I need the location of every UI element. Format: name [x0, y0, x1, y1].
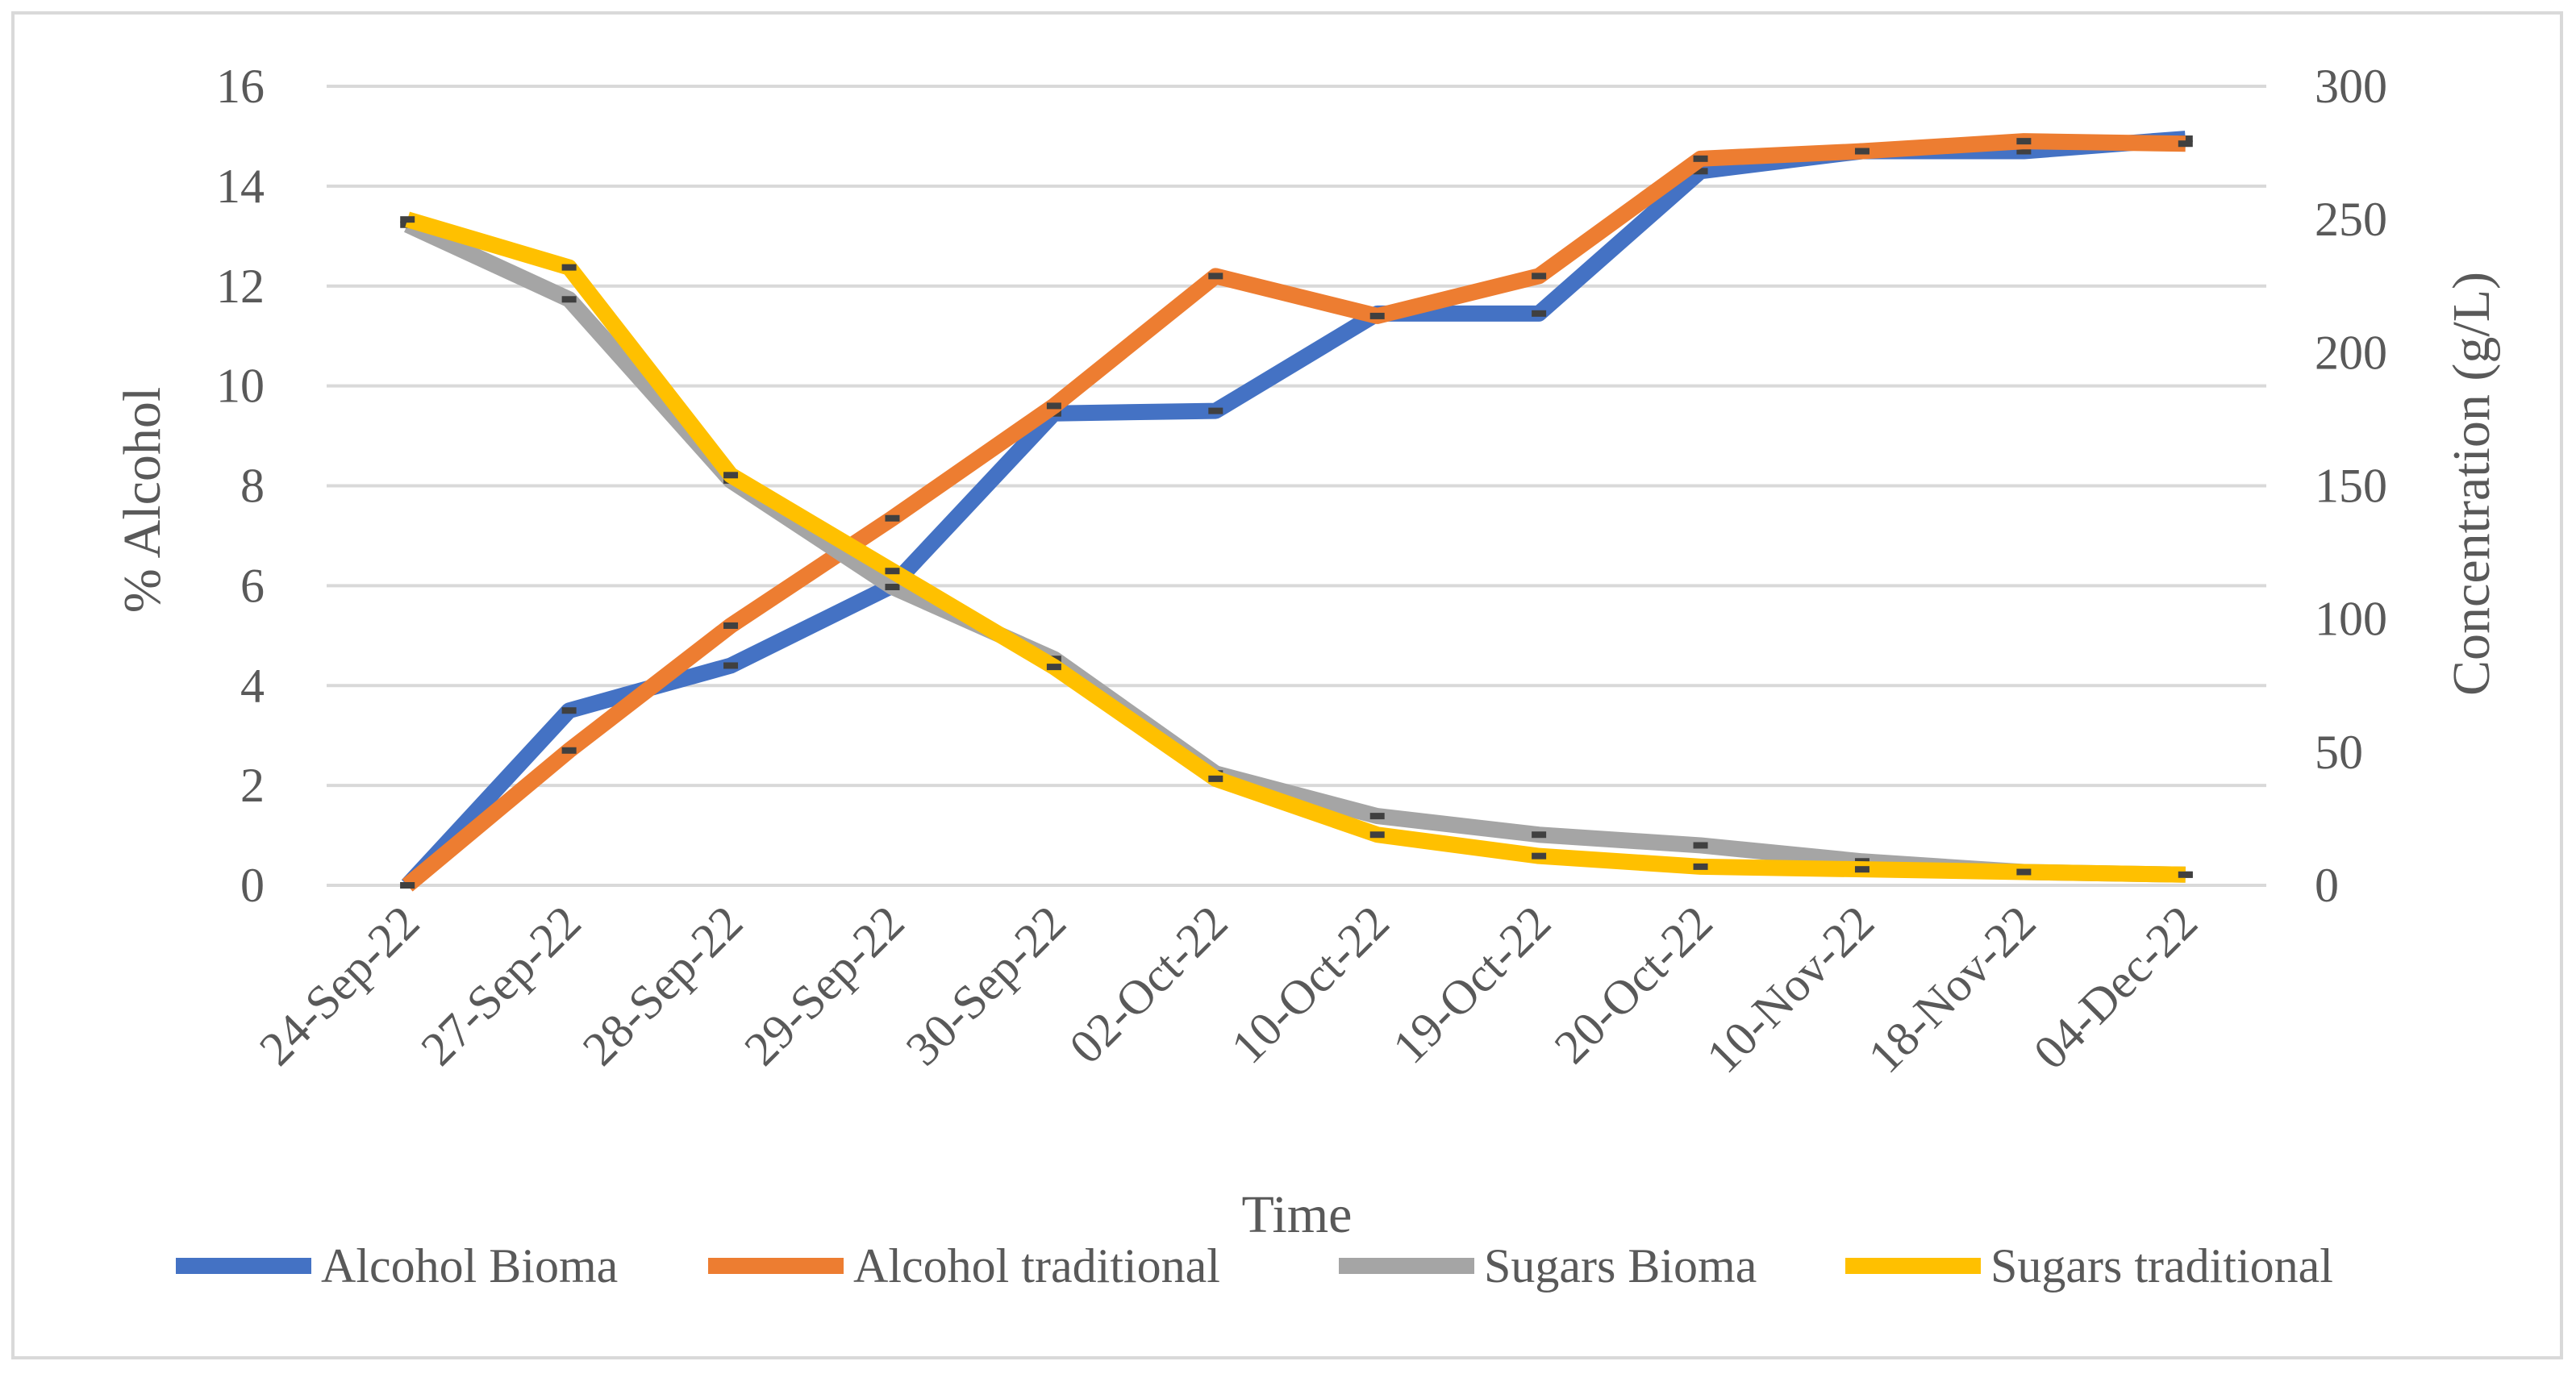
x-tick-label: 02-Oct-22	[1059, 896, 1237, 1074]
left-axis-ticks: 0 2 4 6 8 10 12 14 16	[216, 60, 265, 912]
x-tick-label: 27-Sep-22	[411, 896, 590, 1076]
data-point-alcohol-bioma	[561, 707, 577, 714]
data-point-alcohol-bioma	[1208, 407, 1223, 414]
x-tick-label: 10-Oct-22	[1221, 896, 1399, 1074]
x-tick-label: 30-Sep-22	[896, 896, 1076, 1076]
data-point-alcohol-traditional	[1369, 312, 1385, 319]
data-point-sugars-traditional	[2016, 868, 2032, 876]
legend: Alcohol Bioma Alcohol traditional Sugars B…	[176, 1239, 2333, 1293]
x-tick-label: 24-Sep-22	[249, 896, 429, 1076]
data-point-sugars-traditional	[2178, 871, 2193, 878]
right-tick-label: 250	[2315, 193, 2387, 246]
data-point-sugars-bioma	[1532, 831, 1547, 839]
data-point-sugars-traditional	[400, 216, 415, 223]
data-point-alcohol-bioma	[2016, 148, 2032, 155]
gridlines	[327, 85, 2266, 887]
series-line-sugars-traditional	[405, 211, 2186, 883]
x-tick-label: 28-Sep-22	[573, 896, 752, 1076]
data-point-alcohol-traditional	[1046, 402, 1061, 410]
x-tick-label: 20-Oct-22	[1544, 896, 1723, 1074]
legend-label-alcohol-traditional: Alcohol traditional	[853, 1239, 1220, 1293]
right-tick-label: 300	[2315, 60, 2387, 113]
data-point-sugars-bioma	[561, 296, 577, 303]
data-point-alcohol-traditional	[885, 514, 900, 522]
left-tick-label: 10	[216, 360, 265, 413]
x-axis-title: Time	[1242, 1185, 1353, 1244]
data-point-alcohol-traditional	[2178, 140, 2193, 148]
data-point-sugars-traditional	[885, 568, 900, 575]
data-point-alcohol-traditional	[1854, 148, 1869, 155]
series-lines	[400, 131, 2193, 892]
x-tick-label: 29-Sep-22	[734, 896, 914, 1076]
x-tick-label: 04-Dec-22	[2024, 896, 2207, 1080]
data-point-sugars-traditional	[723, 472, 739, 479]
data-point-alcohol-traditional	[723, 622, 739, 629]
series-line-alcohol-bioma	[401, 131, 2186, 891]
right-tick-label: 50	[2315, 726, 2363, 779]
left-tick-label: 2	[240, 759, 265, 812]
data-point-alcohol-bioma	[723, 662, 739, 669]
series-line-sugars-bioma	[404, 217, 2186, 883]
left-tick-label: 0	[240, 859, 265, 912]
data-point-alcohol-bioma	[1532, 310, 1547, 317]
data-point-sugars-traditional	[1208, 775, 1223, 782]
right-axis-title: Concentration (g/L)	[2442, 272, 2501, 696]
data-point-sugars-traditional	[1854, 866, 1869, 873]
legend-label-sugars-bioma: Sugars Bioma	[1484, 1239, 1757, 1293]
legend-label-sugars-traditional: Sugars traditional	[1990, 1239, 2333, 1293]
left-tick-label: 6	[240, 559, 265, 612]
right-tick-label: 0	[2315, 859, 2339, 912]
x-axis-ticks: 24-Sep-2227-Sep-2228-Sep-2229-Sep-2230-S…	[249, 896, 2207, 1084]
data-point-sugars-traditional	[1046, 664, 1061, 671]
x-tick-label: 18-Nov-22	[1858, 896, 2046, 1084]
left-tick-label: 12	[216, 260, 265, 313]
x-tick-label: 10-Nov-22	[1696, 896, 1884, 1084]
left-axis-title: % Alcohol	[113, 387, 172, 613]
data-point-sugars-bioma	[1693, 842, 1708, 849]
data-point-alcohol-bioma	[1693, 168, 1708, 175]
left-tick-label: 16	[216, 60, 265, 113]
right-axis-ticks: 0 50 100 150 200 250 300	[2315, 60, 2387, 912]
left-tick-label: 14	[216, 160, 265, 213]
data-point-alcohol-traditional	[1532, 273, 1547, 280]
data-point-sugars-bioma	[885, 584, 900, 591]
left-tick-label: 8	[240, 460, 265, 513]
data-point-alcohol-traditional	[400, 882, 415, 889]
left-tick-label: 4	[240, 659, 265, 712]
x-tick-label: 19-Oct-22	[1382, 896, 1561, 1074]
data-point-alcohol-traditional	[2016, 138, 2032, 145]
data-point-alcohol-traditional	[1208, 273, 1223, 280]
data-point-sugars-traditional	[1532, 852, 1547, 860]
legend-label-alcohol-bioma: Alcohol Bioma	[321, 1239, 618, 1293]
data-point-sugars-traditional	[561, 264, 577, 271]
series-line-alcohol-traditional	[402, 133, 2186, 892]
right-tick-label: 200	[2315, 326, 2387, 379]
right-tick-label: 150	[2315, 460, 2387, 513]
data-point-sugars-bioma	[1369, 813, 1385, 820]
data-point-alcohol-traditional	[1693, 155, 1708, 162]
data-point-sugars-traditional	[1693, 863, 1708, 870]
data-point-alcohol-traditional	[561, 747, 577, 754]
right-tick-label: 100	[2315, 593, 2387, 646]
data-point-sugars-traditional	[1369, 831, 1385, 839]
